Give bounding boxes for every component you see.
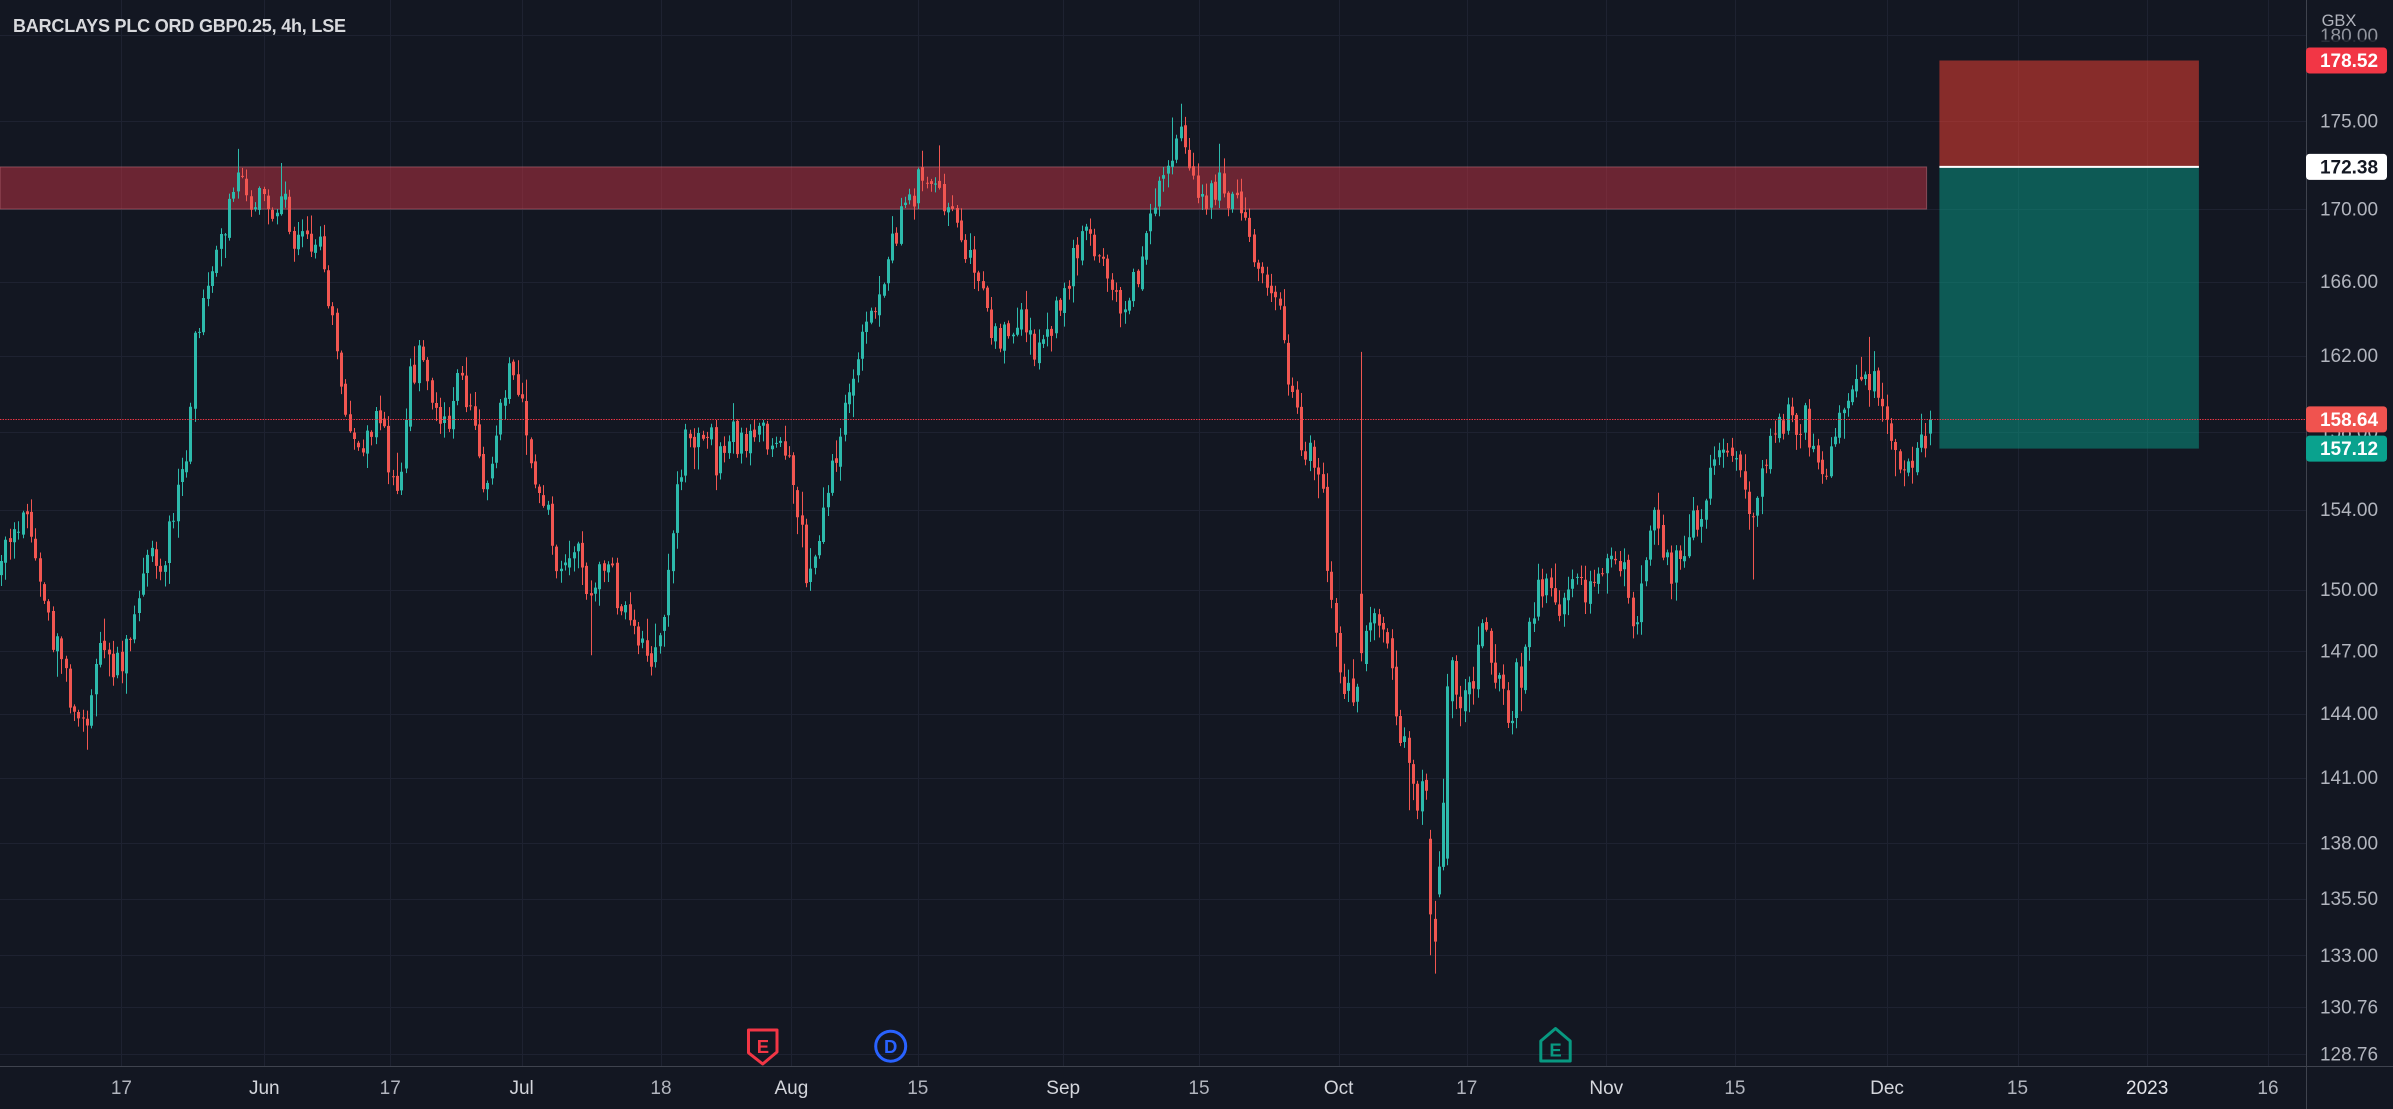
svg-text:175.00: 175.00	[2320, 112, 2378, 133]
svg-text:16: 16	[2257, 1078, 2278, 1099]
svg-text:15: 15	[1724, 1078, 1745, 1099]
svg-text:15: 15	[1188, 1078, 1209, 1099]
svg-text:Dec: Dec	[1870, 1078, 1904, 1099]
svg-text:E: E	[757, 1036, 769, 1057]
svg-text:166.00: 166.00	[2320, 272, 2378, 293]
svg-text:154.00: 154.00	[2320, 500, 2378, 521]
svg-text:Oct: Oct	[1324, 1078, 1354, 1099]
svg-text:128.76: 128.76	[2320, 1044, 2378, 1065]
svg-text:147.00: 147.00	[2320, 642, 2378, 663]
svg-text:D: D	[884, 1036, 897, 1057]
svg-text:138.00: 138.00	[2320, 834, 2378, 855]
svg-text:141.00: 141.00	[2320, 768, 2378, 789]
svg-text:170.00: 170.00	[2320, 200, 2378, 221]
svg-text:144.00: 144.00	[2320, 704, 2378, 725]
svg-text:17: 17	[111, 1078, 132, 1099]
svg-text:162.00: 162.00	[2320, 346, 2378, 367]
svg-text:17: 17	[380, 1078, 401, 1099]
svg-text:Jun: Jun	[249, 1078, 280, 1099]
svg-text:150.00: 150.00	[2320, 580, 2378, 601]
svg-text:Nov: Nov	[1589, 1078, 1623, 1099]
svg-text:157.12: 157.12	[2320, 439, 2378, 460]
svg-text:15: 15	[2007, 1078, 2028, 1099]
svg-text:GBX: GBX	[2322, 12, 2357, 30]
svg-text:18: 18	[650, 1078, 671, 1099]
svg-text:158.64: 158.64	[2320, 410, 2379, 431]
svg-text:130.76: 130.76	[2320, 997, 2378, 1018]
svg-text:178.52: 178.52	[2320, 51, 2378, 72]
svg-text:Sep: Sep	[1046, 1078, 1080, 1099]
svg-text:135.50: 135.50	[2320, 889, 2378, 910]
svg-text:2023: 2023	[2126, 1078, 2168, 1099]
svg-text:133.00: 133.00	[2320, 946, 2378, 967]
svg-text:17: 17	[1456, 1078, 1477, 1099]
svg-text:Jul: Jul	[509, 1078, 533, 1099]
svg-text:E: E	[1549, 1040, 1561, 1061]
svg-text:15: 15	[907, 1078, 928, 1099]
svg-text:172.38: 172.38	[2320, 157, 2378, 178]
svg-text:Aug: Aug	[774, 1078, 808, 1099]
svg-text:BARCLAYS PLC ORD GBP0.25, 4h,: BARCLAYS PLC ORD GBP0.25, 4h, LSE	[13, 16, 346, 36]
